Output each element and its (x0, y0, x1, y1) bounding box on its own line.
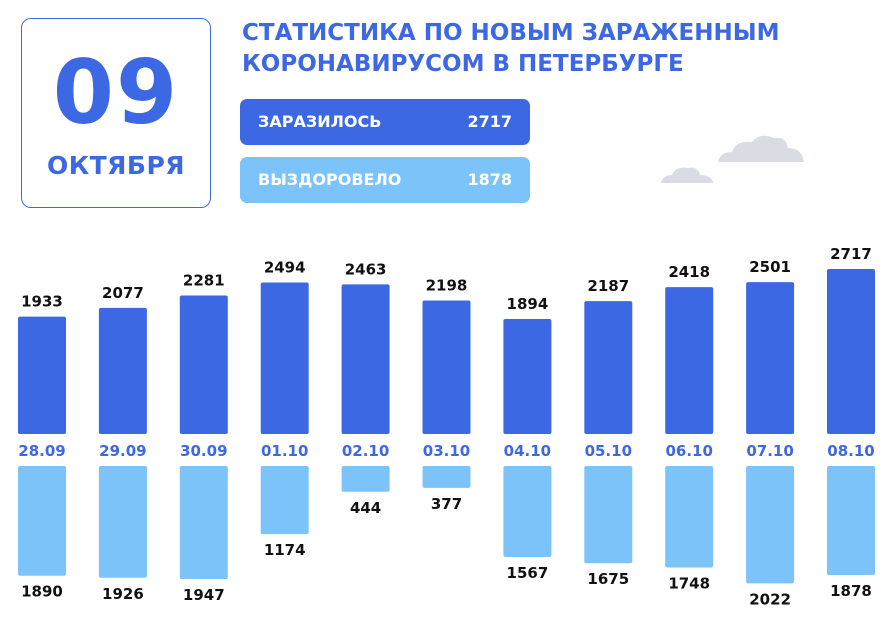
recovered-bar (746, 466, 795, 584)
legend-infected: ЗАРАЗИЛОСЬ 2717 (240, 99, 530, 145)
legend-infected-value: 2717 (467, 112, 512, 131)
infected-value-label: 2281 (183, 271, 225, 289)
date-tick-label: 01.10 (261, 442, 308, 460)
date-box: 09 ОКТЯБРЯ (21, 18, 211, 208)
infected-value-label: 2198 (426, 277, 468, 295)
infected-bar (18, 316, 66, 434)
infected-value-label: 2077 (102, 284, 144, 302)
infected-bar (827, 269, 875, 434)
recovered-value-label: 2022 (749, 590, 791, 608)
recovered-value-label: 1878 (830, 582, 872, 600)
date-tick-label: 05.10 (585, 442, 632, 460)
recovered-value-label: 1926 (102, 585, 144, 603)
infected-bar (260, 282, 309, 434)
date-tick-label: 29.09 (99, 442, 146, 460)
date-tick-label: 08.10 (827, 442, 874, 460)
infected-bar (503, 318, 552, 434)
date-tick-label: 30.09 (180, 442, 227, 460)
title-line-1: СТАТИСТИКА ПО НОВЫМ ЗАРАЖЕННЫМ (242, 20, 780, 46)
legend-recovered: ВЫЗДОРОВЕЛО 1878 (240, 157, 530, 203)
page-title: СТАТИСТИКА ПО НОВЫМ ЗАРАЖЕННЫМ КОРОНАВИР… (242, 18, 842, 80)
recovered-value-label: 1174 (264, 541, 306, 559)
infected-value-label: 1933 (21, 293, 63, 311)
recovered-bar (422, 466, 471, 488)
recovered-bar (98, 466, 147, 578)
cloud-icon (718, 135, 804, 162)
infected-bar (422, 300, 471, 434)
infected-value-label: 2494 (264, 259, 306, 277)
infected-bar (584, 301, 633, 434)
infected-value-label: 2501 (749, 258, 791, 276)
recovered-value-label: 1947 (183, 586, 225, 604)
recovered-bar (584, 466, 633, 564)
legend-recovered-label: ВЫЗДОРОВЕЛО (258, 170, 402, 189)
infected-value-label: 2463 (345, 260, 387, 278)
recovered-value-label: 1748 (668, 574, 710, 592)
recovered-bar (18, 466, 66, 576)
infected-bar (341, 284, 390, 434)
date-tick-label: 03.10 (423, 442, 470, 460)
infected-value-label: 2187 (587, 277, 629, 295)
infected-value-label: 2717 (830, 245, 872, 263)
date-tick-label: 04.10 (504, 442, 551, 460)
infected-bar (665, 287, 714, 434)
date-tick-label: 28.09 (18, 442, 65, 460)
recovered-value-label: 1675 (587, 570, 629, 588)
date-tick-label: 02.10 (342, 442, 389, 460)
date-tick-label: 06.10 (665, 442, 712, 460)
recovered-value-label: 444 (350, 499, 381, 517)
infected-value-label: 1894 (507, 295, 549, 313)
date-day: 09 (52, 41, 180, 144)
recovered-value-label: 1567 (507, 564, 549, 582)
recovered-bar (179, 466, 228, 579)
recovered-bar (665, 466, 714, 568)
legend-infected-label: ЗАРАЗИЛОСЬ (258, 112, 382, 131)
infected-bar (746, 282, 795, 434)
recovered-bar (260, 466, 309, 535)
infected-bar (98, 307, 147, 434)
date-month: ОКТЯБРЯ (46, 151, 186, 180)
date-tick-label: 07.10 (746, 442, 793, 460)
recovered-value-label: 377 (431, 495, 462, 513)
legend-recovered-value: 1878 (467, 170, 512, 189)
recovered-bar (827, 466, 875, 575)
recovered-bar (503, 466, 552, 557)
infected-value-label: 2418 (668, 263, 710, 281)
recovered-value-label: 1890 (21, 583, 63, 601)
recovered-bar (341, 466, 390, 492)
infected-bar (179, 295, 228, 434)
title-line-2: КОРОНАВИРУСОМ В ПЕТЕРБУРГЕ (242, 51, 684, 77)
cloud-icon (661, 167, 713, 183)
